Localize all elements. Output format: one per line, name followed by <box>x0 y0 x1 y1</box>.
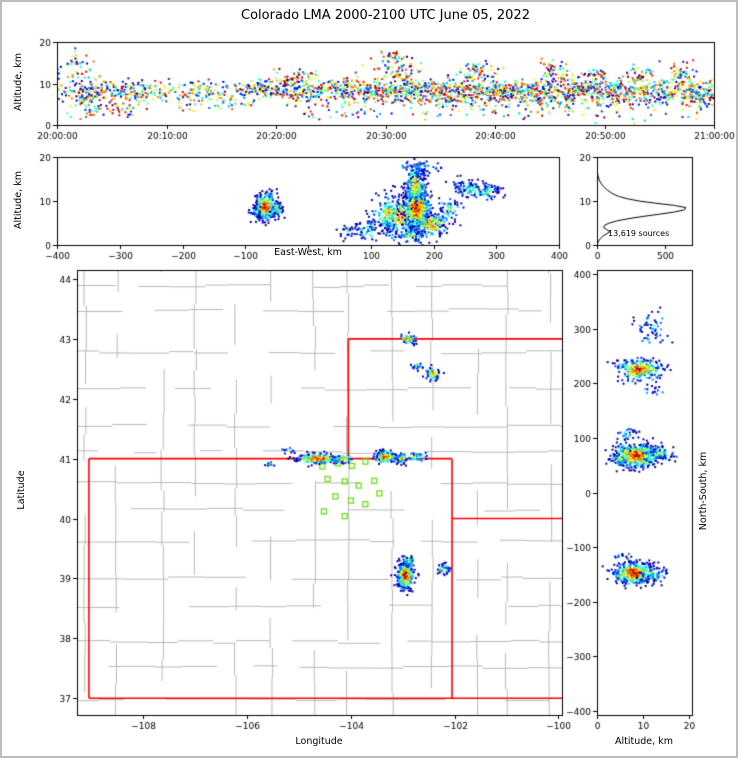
time-panel-ylabel: Altitude, km <box>13 53 24 111</box>
sources-count-annotation: 13,619 sources <box>608 229 670 238</box>
ew-panel-ylabel: Altitude, km <box>13 171 24 229</box>
map-ylabel: Latitude <box>16 470 27 510</box>
map-xlabel: Longitude <box>295 736 343 747</box>
ns-panel-ylabel: North-South, km <box>698 451 709 531</box>
ew-panel-xlabel: East-West, km <box>274 247 342 258</box>
ns-panel-xlabel: Altitude, km <box>615 736 673 747</box>
chart-title: Colorado LMA 2000-2100 UTC June 05, 2022 <box>241 8 530 23</box>
